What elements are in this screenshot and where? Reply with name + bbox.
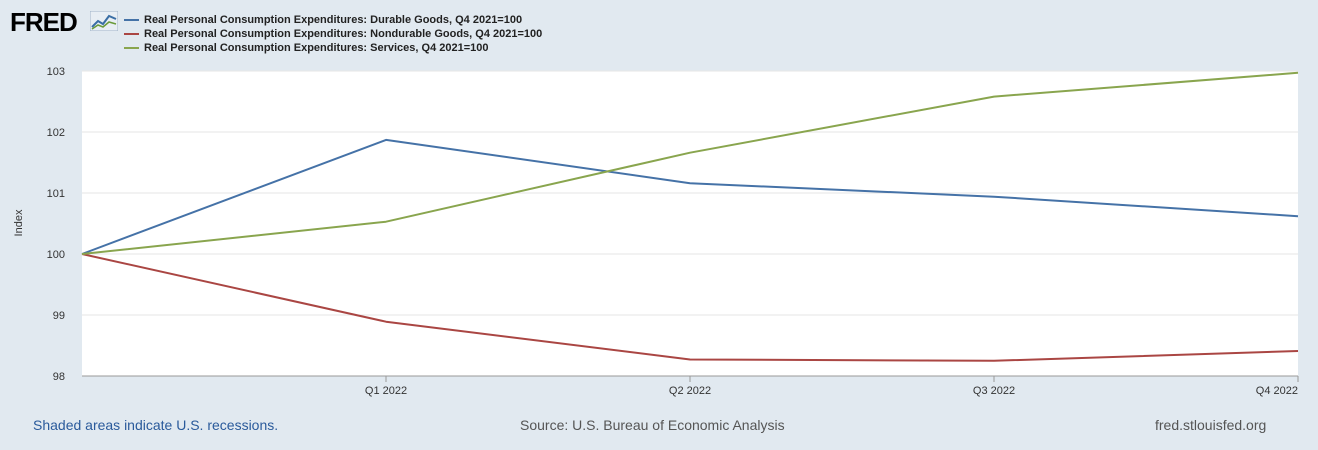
x-axis: Q1 2022 Q2 2022 Q3 2022 Q4 2022 [82,375,1299,397]
series-line-nondurable[interactable] [81,253,1299,362]
y-tick-label-101: 101 [47,188,65,200]
chart-legend: Real Personal Consumption Expenditures: … [124,13,542,55]
y-tick-label-99: 99 [53,310,65,322]
legend-label-services: Real Personal Consumption Expenditures: … [144,42,489,54]
x-tick-label-q2-2022: Q2 2022 [669,385,711,397]
y-axis: 98 99 100 101 102 103 [47,66,65,383]
legend-swatch-nondurable [124,33,139,35]
legend-swatch-services [124,47,139,49]
y-tick-label-103: 103 [47,66,65,78]
recession-note: Shaded areas indicate U.S. recessions. [33,417,279,433]
y-axis-title: Index [13,209,25,236]
plot-area [82,71,1298,376]
series-line-durable[interactable] [81,138,1299,255]
x-tick-label-q3-2022: Q3 2022 [973,385,1015,397]
series-line-services[interactable] [81,71,1299,255]
legend-label-nondurable: Real Personal Consumption Expenditures: … [144,28,543,40]
series-lines [81,71,1299,362]
legend-swatch-durable [124,19,139,21]
site-link[interactable]: fred.stlouisfed.org [1155,417,1267,433]
y-tick-label-100: 100 [47,249,65,261]
logo-text: FRED [10,7,78,37]
legend-item-durable[interactable]: Real Personal Consumption Expenditures: … [124,13,542,27]
fred-logo[interactable]: FRED [10,8,120,36]
legend-label-durable: Real Personal Consumption Expenditures: … [144,14,523,26]
y-tick-label-102: 102 [47,127,65,139]
x-tick-label-q4-2022: Q4 2022 [1256,385,1298,397]
y-tick-label-98: 98 [53,371,65,383]
line-chart-icon [90,11,118,31]
source-note: Source: U.S. Bureau of Economic Analysis [520,417,785,433]
legend-item-nondurable[interactable]: Real Personal Consumption Expenditures: … [124,27,542,41]
legend-item-services[interactable]: Real Personal Consumption Expenditures: … [124,41,542,55]
x-tick-label-q1-2022: Q1 2022 [365,385,407,397]
